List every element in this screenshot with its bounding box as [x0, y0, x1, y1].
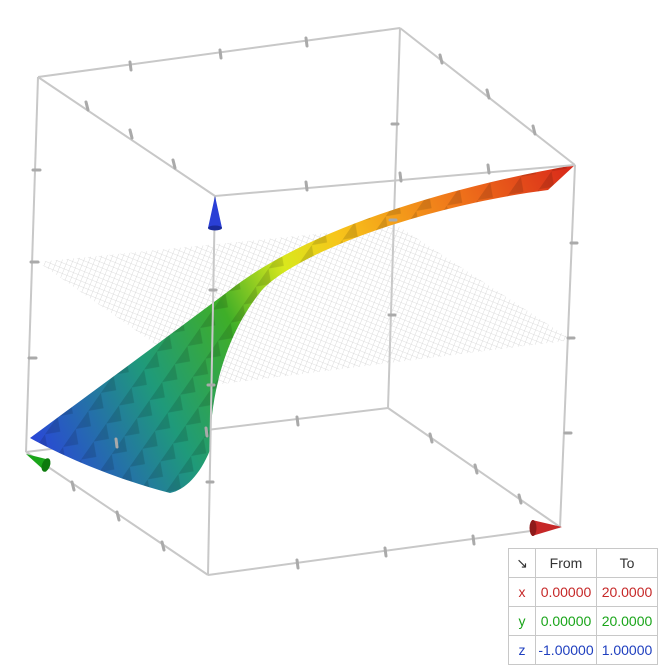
y-axis-label: y: [508, 606, 536, 636]
x-to-value[interactable]: 20.0000: [596, 577, 658, 607]
y-axis-arrow-icon: [26, 454, 51, 472]
z-from-value[interactable]: -1.00000: [535, 635, 597, 665]
y-from-value[interactable]: 0.00000: [535, 606, 597, 636]
diagonal-arrow-icon[interactable]: ↘: [508, 548, 536, 578]
z-to-value[interactable]: 1.00000: [596, 635, 658, 665]
axis-ticks: [27, 36, 579, 570]
z-axis-arrow-icon: [208, 196, 222, 231]
axis-range-table: ↘ From To x 0.00000 20.0000 y 0.00000 20…: [508, 548, 658, 665]
y-to-value[interactable]: 20.0000: [596, 606, 658, 636]
x-range-row: x 0.00000 20.0000: [508, 577, 658, 607]
x-axis-label: x: [508, 577, 536, 607]
z-range-row: z -1.00000 1.00000: [508, 635, 658, 665]
to-header: To: [596, 548, 658, 578]
from-header: From: [535, 548, 597, 578]
y-range-row: y 0.00000 20.0000: [508, 606, 658, 636]
3d-surface: [30, 165, 575, 493]
z-axis-label: z: [508, 635, 536, 665]
x-from-value[interactable]: 0.00000: [535, 577, 597, 607]
x-axis-arrow-icon: [529, 520, 562, 536]
range-table-header: ↘ From To: [508, 548, 658, 578]
